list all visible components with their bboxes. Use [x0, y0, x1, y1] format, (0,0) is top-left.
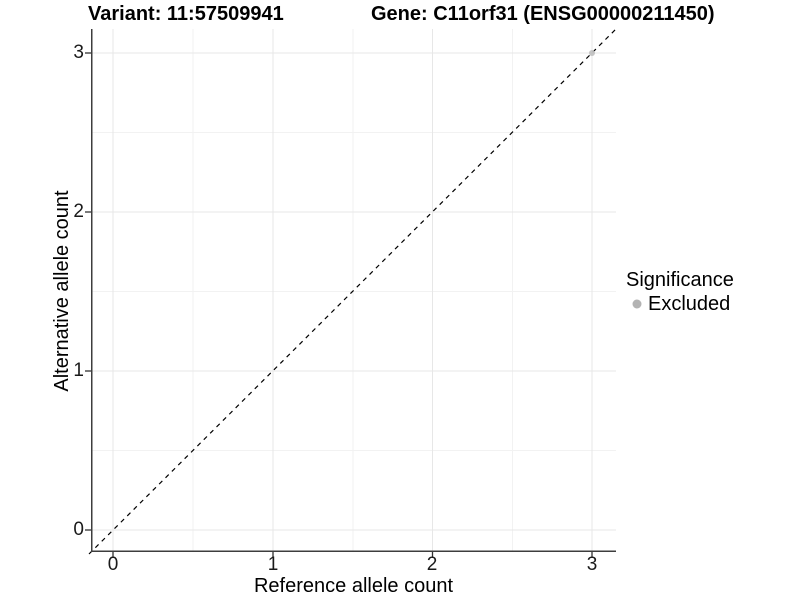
- plot-panel-canvas: [85, 26, 619, 558]
- plot-title-gene: Gene: C11orf31 (ENSG00000211450): [371, 3, 715, 25]
- x-tick-label-2: 2: [426, 554, 438, 575]
- legend: Significance Excluded: [626, 269, 734, 315]
- legend-item-label: Excluded: [648, 293, 731, 315]
- legend-item-excluded: Excluded: [626, 293, 734, 315]
- x-axis-title: Reference allele count: [253, 575, 453, 597]
- plot-panel: [85, 26, 619, 558]
- y-tick-label-1: 1: [73, 360, 84, 381]
- minor-gridlines: [91, 29, 616, 552]
- axis-lines: [91, 29, 616, 552]
- x-tick-label-1: 1: [267, 554, 279, 575]
- plot-title-variant: Variant: 11:57509941: [88, 3, 284, 25]
- major-gridlines: [91, 29, 616, 552]
- y-tick-marks: [85, 52, 91, 531]
- y-tick-label-2: 2: [73, 201, 84, 222]
- y-tick-label-0: 0: [73, 519, 84, 540]
- x-tick-label-3: 3: [586, 554, 598, 575]
- legend-title: Significance: [626, 269, 734, 291]
- y-tick-label-3: 3: [73, 42, 84, 63]
- x-tick-marks: [112, 552, 593, 558]
- legend-key-dot-icon: [632, 299, 642, 309]
- x-tick-label-0: 0: [107, 554, 119, 575]
- data-point-excluded: [589, 50, 595, 56]
- y-axis-title: Alternative allele count: [51, 190, 73, 392]
- identity-dashed-line: [88, 26, 619, 555]
